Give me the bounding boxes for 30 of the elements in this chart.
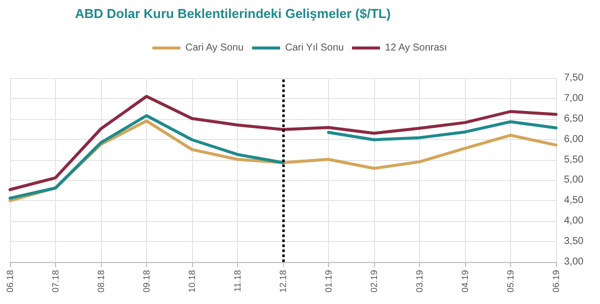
y-tick-label: 6,00 — [564, 134, 584, 145]
y-tick-label: 7,00 — [564, 92, 584, 104]
x-tick-label: 10.18 — [187, 270, 197, 293]
legend-label: Cari Ay Sonu — [185, 42, 244, 54]
x-tick-label: 06.19 — [551, 270, 561, 293]
y-tick-label: 5,50 — [564, 154, 584, 166]
x-tick-label: 11.18 — [232, 270, 242, 292]
x-tick-label: 01.19 — [324, 270, 334, 293]
x-tick-label: 05.19 — [506, 270, 516, 293]
x-tick-label: 03.19 — [414, 270, 424, 293]
y-tick-label: 6,50 — [564, 113, 584, 124]
y-tick-label: 3,50 — [564, 236, 584, 248]
x-tick-label: 02.19 — [369, 270, 379, 293]
legend-label: Cari Yıl Sonu — [285, 42, 344, 54]
y-tick-label: 5,00 — [564, 174, 584, 186]
y-tick-label: 4,00 — [564, 216, 584, 227]
x-tick-label: 04.19 — [460, 270, 470, 293]
y-tick-label: 3,00 — [564, 256, 584, 268]
x-tick-label: 08.18 — [96, 270, 106, 293]
x-tick-label: 06.18 — [5, 270, 15, 293]
chart-title: ABD Dolar Kuru Beklentilerindeki Gelişmeler ($/TL) — [75, 6, 391, 21]
line-series — [8, 94, 558, 192]
x-tick-label: 07.18 — [50, 270, 60, 293]
y-tick-label: 7,50 — [564, 72, 584, 84]
legend-label: 12 Ay Sonrası — [385, 42, 448, 54]
x-tick-label: 12.18 — [278, 270, 288, 293]
x-tick-label: 09.18 — [142, 270, 152, 293]
y-tick-label: 4,50 — [564, 195, 584, 206]
line-series — [327, 120, 558, 142]
line-series — [8, 114, 284, 200]
